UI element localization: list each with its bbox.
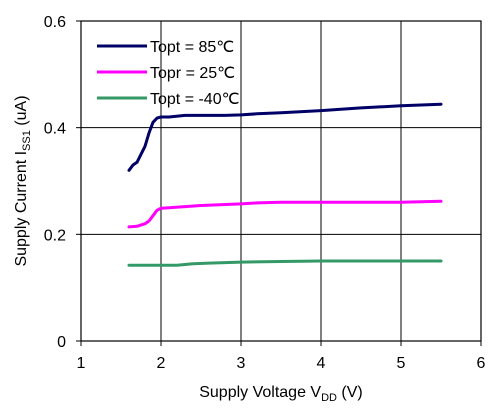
y-axis: 0 0.2 0.4 0.6 bbox=[44, 14, 81, 351]
legend-label-0: Topt = 85℃ bbox=[150, 39, 234, 56]
grid bbox=[81, 21, 481, 341]
x-tick-label: 5 bbox=[397, 355, 406, 372]
y-axis-title-sub: SS1 bbox=[21, 130, 33, 151]
legend-label-2: Topt = -40℃ bbox=[150, 91, 240, 108]
y-axis-title: Supply Current ISS1 (uA) bbox=[13, 95, 33, 266]
y-tick-label: 0.2 bbox=[44, 227, 66, 244]
legend: Topt = 85℃ Topr = 25℃ Topt = -40℃ bbox=[97, 39, 240, 108]
y-axis-title-main: Supply Current I bbox=[13, 151, 30, 267]
y-tick-label: 0 bbox=[57, 334, 66, 351]
x-axis-title-tail: (V) bbox=[337, 384, 363, 401]
x-tick-label: 4 bbox=[317, 355, 326, 372]
series-line-2 bbox=[127, 259, 443, 267]
series-line-1 bbox=[127, 199, 443, 229]
x-axis-title: Supply Voltage VDD (V) bbox=[199, 384, 363, 404]
legend-label-1: Topr = 25℃ bbox=[150, 65, 235, 82]
x-axis-title-sub: DD bbox=[321, 392, 337, 404]
series-line-0 bbox=[127, 102, 443, 172]
series-layer bbox=[127, 102, 443, 267]
x-tick-label: 3 bbox=[237, 355, 246, 372]
x-tick-label: 2 bbox=[157, 355, 166, 372]
x-axis-title-main: Supply Voltage V bbox=[199, 384, 321, 401]
x-tick-label: 6 bbox=[477, 355, 486, 372]
y-tick-label: 0.6 bbox=[44, 14, 66, 31]
x-tick-label: 1 bbox=[77, 355, 86, 372]
plot-area bbox=[80, 20, 482, 342]
y-tick-label: 0.4 bbox=[44, 121, 66, 138]
x-axis: 1 2 3 4 5 6 bbox=[77, 341, 486, 372]
y-axis-title-tail: (uA) bbox=[13, 95, 30, 130]
